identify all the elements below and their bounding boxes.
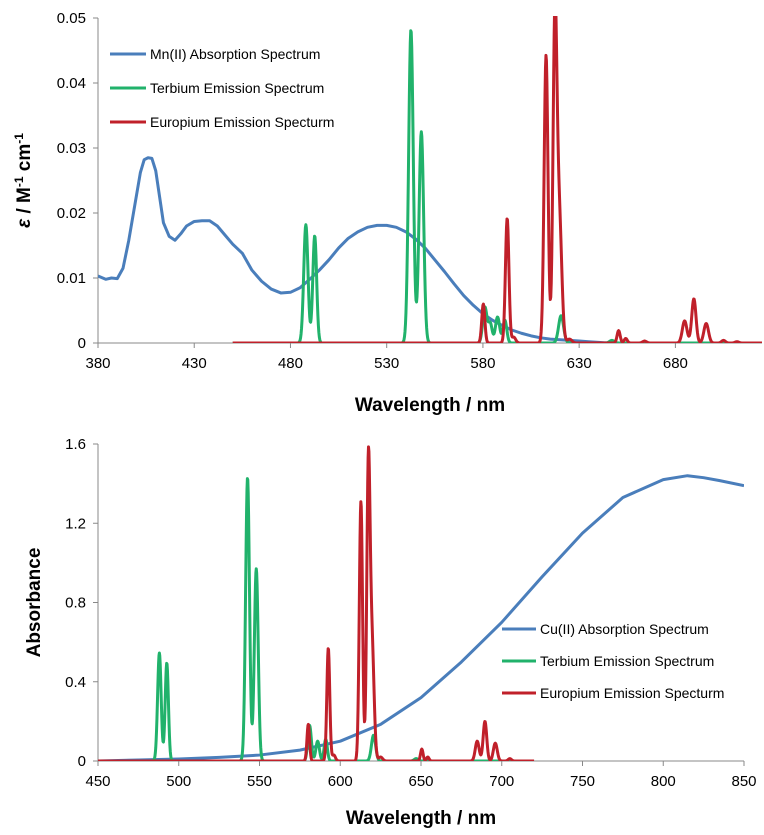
legend-label-0: Cu(II) Absorption Spectrum (540, 621, 709, 637)
x-tick-label: 700 (489, 773, 514, 790)
x-tick-label: 480 (278, 355, 303, 372)
y-tick-label: 0.01 (57, 270, 86, 287)
legend-label-1: Terbium Emission Spectrum (540, 653, 714, 669)
legend-label-2: Europium Emission Specturm (540, 685, 724, 701)
x-tick-label: 850 (731, 773, 756, 790)
series-line-0 (98, 474, 744, 761)
x-axis-title: Wavelength / nm (355, 395, 505, 416)
y-tick-label: 0.04 (57, 75, 86, 92)
x-tick-label: 800 (651, 773, 676, 790)
legend-label-2: Europium Emission Specturm (150, 114, 334, 130)
legend-label-1: Terbium Emission Spectrum (150, 80, 324, 96)
x-tick-label: 630 (567, 355, 592, 372)
x-tick-label: 500 (166, 773, 191, 790)
y-tick-label: 0.05 (57, 10, 86, 27)
y-tick-label: 0 (78, 753, 86, 770)
y-tick-label: 0.03 (57, 140, 86, 157)
legend-label-0: Mn(II) Absorption Spectrum (150, 46, 320, 62)
y-tick-label: 0.02 (57, 205, 86, 222)
y-tick-label: 1.6 (65, 436, 86, 453)
x-tick-label: 550 (247, 773, 272, 790)
x-axis-title: Wavelength / nm (346, 808, 496, 829)
legend: Mn(II) Absorption Spectrum Terbium Emissi… (110, 46, 334, 130)
series-group (98, 445, 744, 761)
x-tick-label: 530 (374, 355, 399, 372)
x-tick-label: 600 (328, 773, 353, 790)
legend: Cu(II) Absorption Spectrum Terbium Emissi… (502, 621, 724, 701)
x-tick-label: 450 (85, 773, 110, 790)
x-tick-label: 650 (408, 773, 433, 790)
x-tick-label: 380 (85, 355, 110, 372)
x-tick-label: 580 (470, 355, 495, 372)
series-group (98, 16, 762, 343)
y-axis-title: ε / M-1 cm-1 (12, 133, 35, 228)
series-line-1 (231, 29, 762, 343)
y-tick-label: 1.2 (65, 515, 86, 532)
y-axis-title: Absorbance (24, 548, 45, 658)
y-tick-label: 0.8 (65, 595, 86, 612)
x-tick-label: 750 (570, 773, 595, 790)
x-tick-label: 680 (663, 355, 688, 372)
series-line-0 (98, 156, 609, 343)
mn-absorption-chart: 0 0.01 0.02 0.03 0.04 0.05 380 430 480 530 580 630 6… (12, 10, 762, 416)
y-tick-label: 0.4 (65, 674, 86, 691)
y-tick-label: 0 (78, 335, 86, 352)
cu-absorption-chart: 0 0.4 0.8 1.2 1.6 450 500 550 600 650 700 750 800 850… (24, 436, 757, 829)
series-line-1 (98, 477, 536, 761)
x-tick-label: 430 (182, 355, 207, 372)
